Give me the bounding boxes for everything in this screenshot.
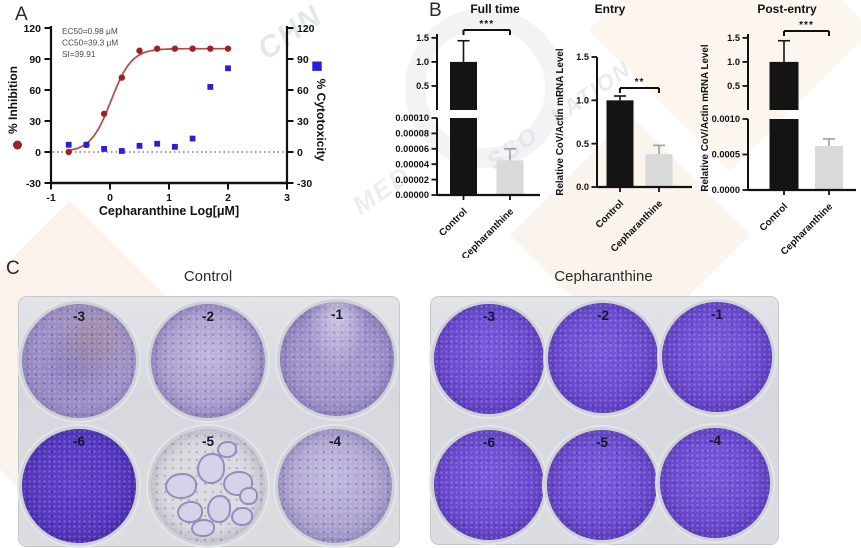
- svg-text:60: 60: [29, 85, 41, 97]
- well-control--3: -3: [22, 304, 136, 418]
- well-cepharanthine--2: -2: [548, 303, 658, 413]
- svg-text:0.5: 0.5: [576, 139, 589, 149]
- well-control--6: -6: [22, 429, 136, 543]
- well-dilution-label: -3: [72, 309, 86, 324]
- well-dilution-label: -2: [201, 309, 215, 324]
- svg-text:-30: -30: [297, 178, 312, 190]
- svg-text:1.0: 1.0: [576, 96, 589, 106]
- svg-text:Control: Control: [437, 206, 470, 239]
- svg-text:1: 1: [166, 192, 172, 204]
- well-dilution-label: -1: [330, 307, 344, 322]
- svg-text:120: 120: [297, 23, 315, 35]
- well-cepharanthine--3: -3: [434, 304, 544, 414]
- control-plate-title: Control: [183, 268, 233, 285]
- plaque-clearing: [197, 453, 225, 484]
- svg-text:30: 30: [29, 116, 41, 128]
- well-dilution-label: -2: [596, 308, 610, 323]
- svg-text:0.0005: 0.0005: [712, 150, 740, 160]
- svg-text:1.5: 1.5: [576, 52, 589, 62]
- well-dilution-label: -3: [482, 309, 496, 324]
- svg-text:1.0: 1.0: [416, 57, 429, 67]
- svg-text:0: 0: [35, 147, 41, 159]
- svg-text:0: 0: [297, 147, 303, 159]
- svg-text:Relative CoV/Actin mRNA Level: Relative CoV/Actin mRNA Level: [700, 44, 711, 191]
- mrna-bar-charts: Full time 0.5 1.0 1.5 0.00000 0.00002 0.00004 0…: [395, 2, 856, 258]
- svg-text:0.00010: 0.00010: [395, 113, 429, 123]
- svg-text:1.5: 1.5: [727, 33, 740, 43]
- svg-text:Post-entry: Post-entry: [757, 2, 817, 16]
- svg-text:SI=39.91: SI=39.91: [62, 49, 96, 59]
- plaque-clearing: [207, 495, 231, 523]
- svg-text:***: ***: [479, 19, 494, 30]
- svg-text:Entry: Entry: [595, 2, 626, 16]
- control-plate: -3 -2 -1 -6 -5 -4: [18, 296, 400, 547]
- well-control--5: -5: [151, 429, 265, 543]
- plaque-clearing: [217, 441, 237, 458]
- well-cepharanthine--6: -6: [434, 430, 544, 540]
- plaque-clearing: [165, 473, 197, 499]
- svg-text:-1: -1: [46, 192, 55, 204]
- well-cepharanthine--5: -5: [547, 430, 657, 540]
- plaque-clearing: [239, 487, 258, 505]
- svg-text:0.00004: 0.00004: [395, 159, 429, 169]
- well-dilution-label: -4: [328, 434, 342, 449]
- svg-text:1.0: 1.0: [727, 57, 740, 67]
- svg-text:0.00006: 0.00006: [395, 144, 429, 154]
- panel-b-label: B: [429, 0, 442, 21]
- svg-text:90: 90: [29, 54, 41, 66]
- svg-text:0.00002: 0.00002: [395, 175, 429, 185]
- svg-text:**: **: [635, 77, 645, 88]
- svg-text:120: 120: [23, 23, 41, 35]
- svg-text:Full time: Full time: [470, 2, 520, 16]
- well-dilution-label: -6: [72, 434, 86, 449]
- well-cepharanthine--4: -4: [660, 428, 770, 538]
- plaque-clearing: [231, 507, 253, 526]
- plaque-clearing: [191, 519, 215, 537]
- svg-text:Relative CoV/Actin mRNA Level: Relative CoV/Actin mRNA Level: [555, 48, 566, 195]
- svg-text:0.5: 0.5: [416, 81, 429, 91]
- svg-text:0: 0: [107, 192, 113, 204]
- svg-text:3: 3: [284, 192, 290, 204]
- svg-text:0.5: 0.5: [727, 81, 740, 91]
- cepharanthine-plate: -3 -2 -1 -6 -5 -4: [430, 296, 779, 545]
- well-dilution-label: -5: [595, 435, 609, 450]
- panel-c-label: C: [6, 258, 20, 279]
- svg-text:Control: Control: [594, 198, 627, 231]
- svg-text:***: ***: [799, 20, 814, 31]
- well-dilution-label: -5: [201, 434, 215, 449]
- svg-text:0.0: 0.0: [576, 182, 589, 192]
- svg-text:60: 60: [297, 85, 309, 97]
- well-control--1: -1: [280, 302, 394, 416]
- cepharanthine-plate-title: Cepharanthine: [554, 268, 653, 285]
- well-dilution-label: -6: [482, 435, 496, 450]
- svg-text:Cepharanthine Log[μM]: Cepharanthine Log[μM]: [99, 204, 239, 218]
- well-cepharanthine--1: -1: [662, 302, 772, 412]
- well-dilution-label: -1: [710, 307, 724, 322]
- svg-text:% Inhibition: % Inhibition: [6, 66, 20, 134]
- svg-text:-30: -30: [26, 178, 41, 190]
- dose-response-chart: -30 0 30 60 90 120 -30 0 30 60 90 120 -1 0 1 2 3 EC50=0.9…: [6, 23, 328, 218]
- well-control--2: -2: [151, 304, 265, 418]
- svg-text:2: 2: [225, 192, 231, 204]
- well-control--4: -4: [278, 429, 392, 543]
- svg-text:30: 30: [297, 116, 309, 128]
- svg-text:Control: Control: [758, 201, 791, 234]
- svg-text:0.00000: 0.00000: [395, 190, 429, 200]
- svg-text:% Cytotoxicity: % Cytotoxicity: [314, 79, 328, 162]
- svg-text:1.5: 1.5: [416, 33, 429, 43]
- panel-a-label: A: [15, 4, 28, 25]
- svg-text:0.0010: 0.0010: [712, 114, 740, 124]
- svg-text:EC50=0.98 μM: EC50=0.98 μM: [62, 26, 118, 36]
- svg-text:0.00008: 0.00008: [395, 129, 429, 139]
- well-dilution-label: -4: [708, 433, 722, 448]
- svg-text:90: 90: [297, 54, 309, 66]
- svg-text:0.0000: 0.0000: [712, 185, 740, 195]
- svg-text:CC50=39.3 μM: CC50=39.3 μM: [62, 38, 118, 48]
